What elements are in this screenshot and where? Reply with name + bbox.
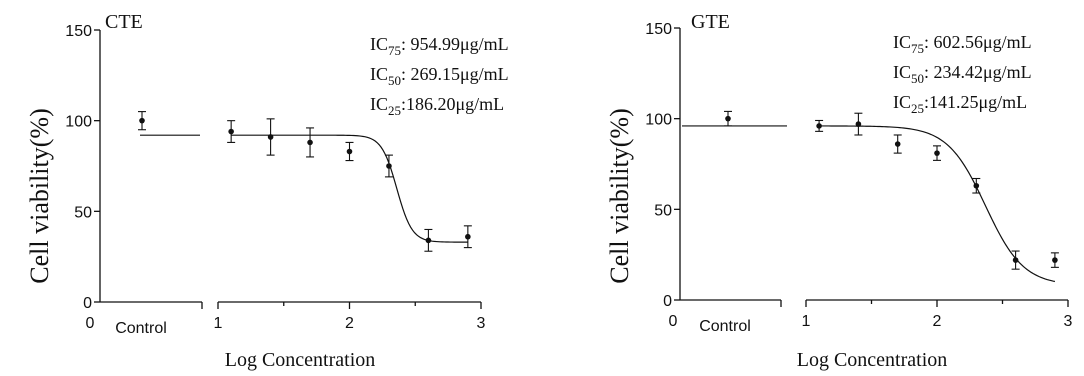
x-axis-label: Log Concentration (797, 349, 948, 371)
y-tick-label: 150 (645, 21, 672, 38)
ic-annotations: IC75: 954.99μg/mL IC50: 269.15μg/mL IC25… (370, 34, 509, 118)
y-tick-label: 0 (663, 293, 672, 310)
control-label: Control (699, 318, 751, 335)
data-point (465, 233, 471, 240)
y-tick-label: 100 (65, 114, 92, 131)
y-tick-label: 150 (65, 23, 92, 40)
chart-title: CTE (105, 11, 143, 33)
data-point (973, 182, 980, 189)
y-tick-label: 50 (74, 204, 92, 221)
y-tick-label: 100 (645, 112, 672, 129)
x-axis-label: Log Concentration (225, 349, 376, 371)
ic25-annotation: IC25:141.25μg/mL (893, 92, 1027, 116)
ic25-annotation: IC25:186.20μg/mL (370, 94, 504, 118)
x-tick-label: 0 (86, 315, 95, 332)
data-point (934, 150, 940, 156)
x-tick-label: 3 (1064, 313, 1073, 330)
data-point (307, 139, 313, 146)
ic50-annotation: IC50: 234.42μg/mL (893, 62, 1032, 86)
x-tick-label: 2 (933, 313, 942, 330)
ic50-annotation: IC50: 269.15μg/mL (370, 64, 509, 88)
x-tick-label: 0 (669, 313, 678, 330)
ic75-annotation: IC75: 602.56μg/mL (893, 32, 1032, 56)
chart-panel-gte: GTE Cell viability(%) Log Concentration … (605, 11, 1073, 371)
data-point (139, 117, 145, 124)
data-point (855, 121, 862, 127)
x-tick-label: 1 (214, 315, 223, 332)
x-tick-label: 1 (802, 313, 811, 330)
y-axis-label: Cell viability(%) (25, 108, 54, 283)
data-point (346, 148, 353, 155)
data-point (1012, 257, 1019, 263)
ic75-annotation: IC75: 954.99μg/mL (370, 34, 509, 58)
data-point (894, 141, 901, 147)
chart-panel-cte: CTE Cell viability(%) Log Concentration … (25, 11, 509, 371)
y-tick-label: 50 (654, 202, 672, 219)
x-tick-label: 2 (345, 315, 354, 332)
data-point (267, 134, 274, 140)
y-tick-label: 0 (83, 295, 92, 312)
data-point (386, 163, 392, 169)
data-point (816, 123, 822, 129)
ic-annotations: IC75: 602.56μg/mL IC50: 234.42μg/mL IC25… (893, 32, 1032, 116)
data-point (725, 115, 731, 122)
chart-title: GTE (691, 11, 730, 33)
data-point (228, 128, 234, 135)
data-point (425, 237, 432, 244)
x-tick-label: 3 (477, 315, 486, 332)
data-point (1052, 257, 1058, 263)
y-axis-label: Cell viability(%) (605, 108, 634, 283)
control-label: Control (115, 320, 167, 337)
